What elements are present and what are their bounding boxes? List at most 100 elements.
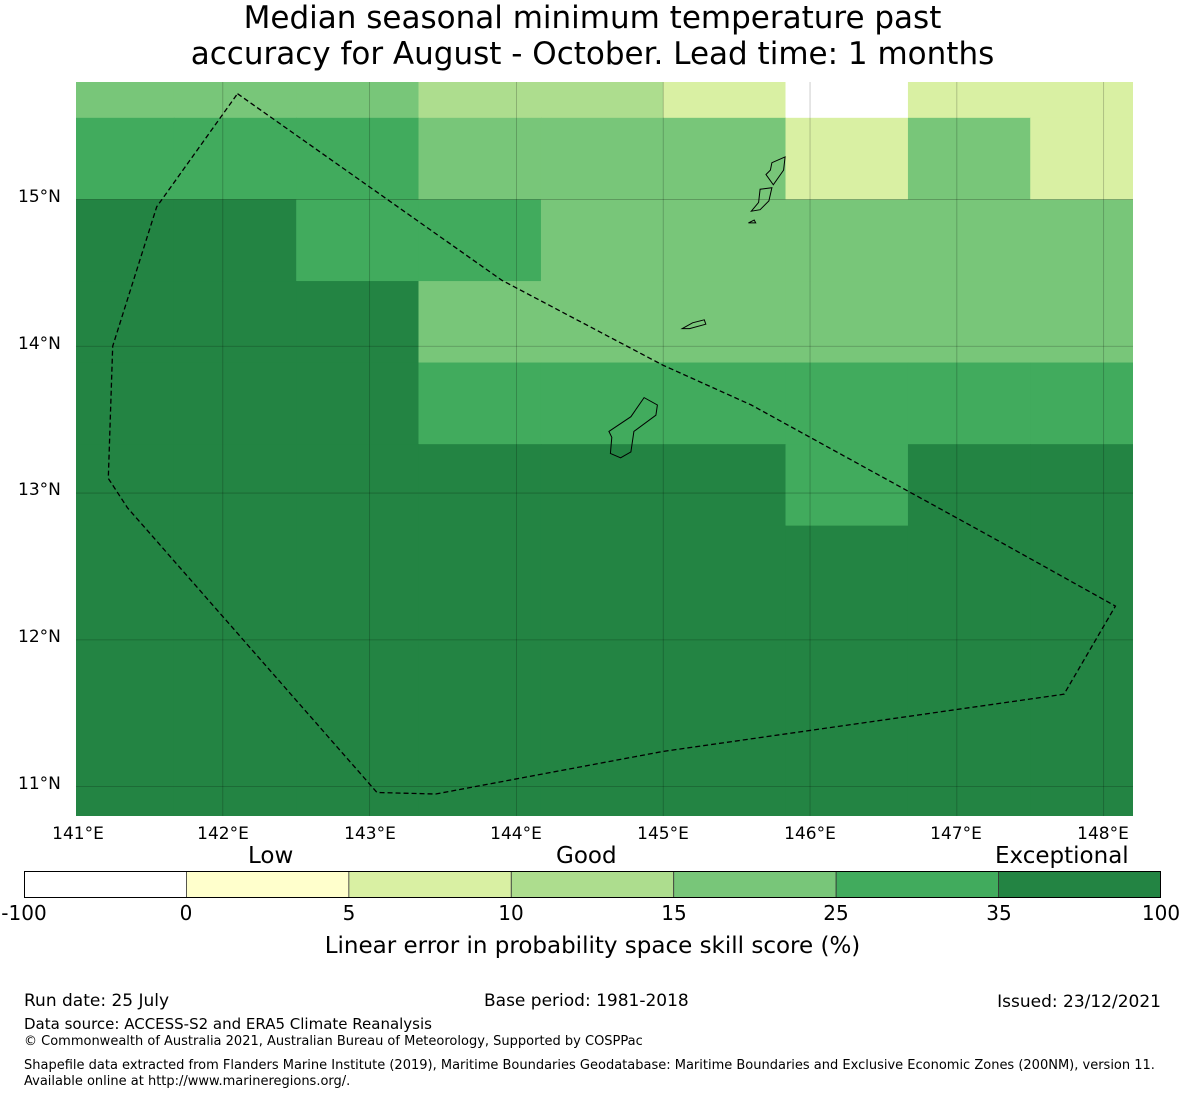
skill-cell xyxy=(907,281,1031,364)
island-outline xyxy=(608,396,658,459)
skill-cell xyxy=(296,199,420,282)
skill-cell xyxy=(296,281,420,364)
skill-cell xyxy=(785,117,909,201)
skill-cell xyxy=(785,444,909,527)
colorbar xyxy=(24,871,1161,898)
island-outline xyxy=(680,319,707,330)
colorbar-segment xyxy=(510,871,675,898)
lon-label-142e: 142°E xyxy=(197,824,249,844)
skill-cell xyxy=(663,82,787,119)
copyright-notice: © Commonwealth of Australia 2021, Austra… xyxy=(24,1034,643,1049)
skill-cell xyxy=(785,199,909,282)
skill-cell xyxy=(663,199,787,282)
colorbar-segment xyxy=(186,871,350,898)
lon-label-146e: 146°E xyxy=(784,824,836,844)
eez-boundary xyxy=(107,93,1117,795)
skill-cell xyxy=(1030,281,1133,364)
skill-cell xyxy=(785,82,909,119)
skill-cell xyxy=(173,444,297,527)
map-title-line-1: Median seasonal minimum temperature past xyxy=(243,0,942,36)
colorbar-segment xyxy=(835,871,999,898)
skill-cell xyxy=(663,525,787,816)
colorbar-label: Linear error in probability space skill … xyxy=(324,933,861,959)
issued-date: Issued: 23/12/2021 xyxy=(997,992,1161,1012)
skill-cell xyxy=(296,525,420,816)
skill-cell xyxy=(76,281,175,364)
colorbar-tick: 25 xyxy=(823,901,849,925)
skill-cell xyxy=(418,525,542,816)
shapefile-credit: Shapefile data extracted from Flanders M… xyxy=(24,1058,1155,1089)
skill-cell xyxy=(907,525,1031,816)
lat-label-11n: 11°N xyxy=(18,774,61,794)
skill-cell xyxy=(1030,444,1133,527)
skill-cell xyxy=(785,281,909,364)
skill-cell xyxy=(540,117,664,201)
skill-cell xyxy=(785,362,909,445)
skill-cell xyxy=(540,281,664,364)
skill-score-map xyxy=(76,82,1133,816)
skill-cell xyxy=(1030,82,1133,119)
skill-cell xyxy=(663,444,787,527)
colorbar-tick: 10 xyxy=(498,901,524,925)
skill-cell xyxy=(540,362,664,445)
colorbar-tick: 15 xyxy=(661,901,687,925)
skill-cell xyxy=(296,444,420,527)
skill-cell xyxy=(76,117,175,201)
category-good: Good xyxy=(556,843,617,869)
base-period: Base period: 1981-2018 xyxy=(484,991,689,1011)
skill-cell xyxy=(296,82,420,119)
skill-cell xyxy=(663,117,787,201)
colorbar-segment xyxy=(348,871,512,898)
colorbar-tick: 100 xyxy=(1141,901,1181,925)
skill-cell xyxy=(785,525,909,816)
lon-label-147e: 147°E xyxy=(930,824,982,844)
skill-cell xyxy=(76,444,175,527)
skill-cell xyxy=(1030,117,1133,201)
skill-cell xyxy=(1030,362,1133,445)
skill-cell xyxy=(907,444,1031,527)
colorbar-tick: -100 xyxy=(1,901,47,925)
skill-cell xyxy=(663,281,787,364)
skill-cell xyxy=(296,117,420,201)
island-outline xyxy=(750,187,773,212)
skill-cell xyxy=(907,199,1031,282)
skill-cell xyxy=(907,82,1031,119)
skill-cell xyxy=(540,444,664,527)
skill-cell xyxy=(540,82,664,119)
skill-cell xyxy=(76,82,175,119)
skill-cell xyxy=(540,199,664,282)
lon-label-141e: 141°E xyxy=(52,824,104,844)
lat-label-12n: 12°N xyxy=(18,627,61,647)
skill-cell xyxy=(173,525,297,816)
skill-cell xyxy=(907,117,1031,201)
skill-cell xyxy=(76,199,175,282)
skill-cell xyxy=(418,444,542,527)
skill-cell xyxy=(418,362,542,445)
lat-label-15n: 15°N xyxy=(18,187,61,207)
skill-cell xyxy=(76,362,175,445)
lat-label-13n: 13°N xyxy=(18,480,61,500)
skill-cell xyxy=(173,82,297,119)
skill-cell xyxy=(663,362,787,445)
skill-cell xyxy=(418,199,542,282)
skill-cell xyxy=(418,281,542,364)
skill-cell xyxy=(296,362,420,445)
skill-cell xyxy=(540,525,664,816)
lon-label-145e: 145°E xyxy=(637,824,689,844)
skill-cell xyxy=(418,117,542,201)
island-outline xyxy=(748,219,757,224)
colorbar-tick: 0 xyxy=(179,901,193,925)
category-exceptional: Exceptional xyxy=(995,843,1129,869)
skill-cell xyxy=(173,117,297,201)
colorbar-tick: 35 xyxy=(986,901,1012,925)
skill-cell xyxy=(173,281,297,364)
run-date: Run date: 25 July xyxy=(24,991,170,1011)
map-title-line-2: accuracy for August - October. Lead time… xyxy=(190,36,995,72)
lon-label-144e: 144°E xyxy=(490,824,542,844)
skill-cell xyxy=(1030,525,1133,816)
colorbar-segment xyxy=(24,871,187,898)
colorbar-segment xyxy=(673,871,837,898)
colorbar-segment xyxy=(998,871,1161,898)
skill-cell xyxy=(173,199,297,282)
colorbar-tick: 5 xyxy=(342,901,356,925)
